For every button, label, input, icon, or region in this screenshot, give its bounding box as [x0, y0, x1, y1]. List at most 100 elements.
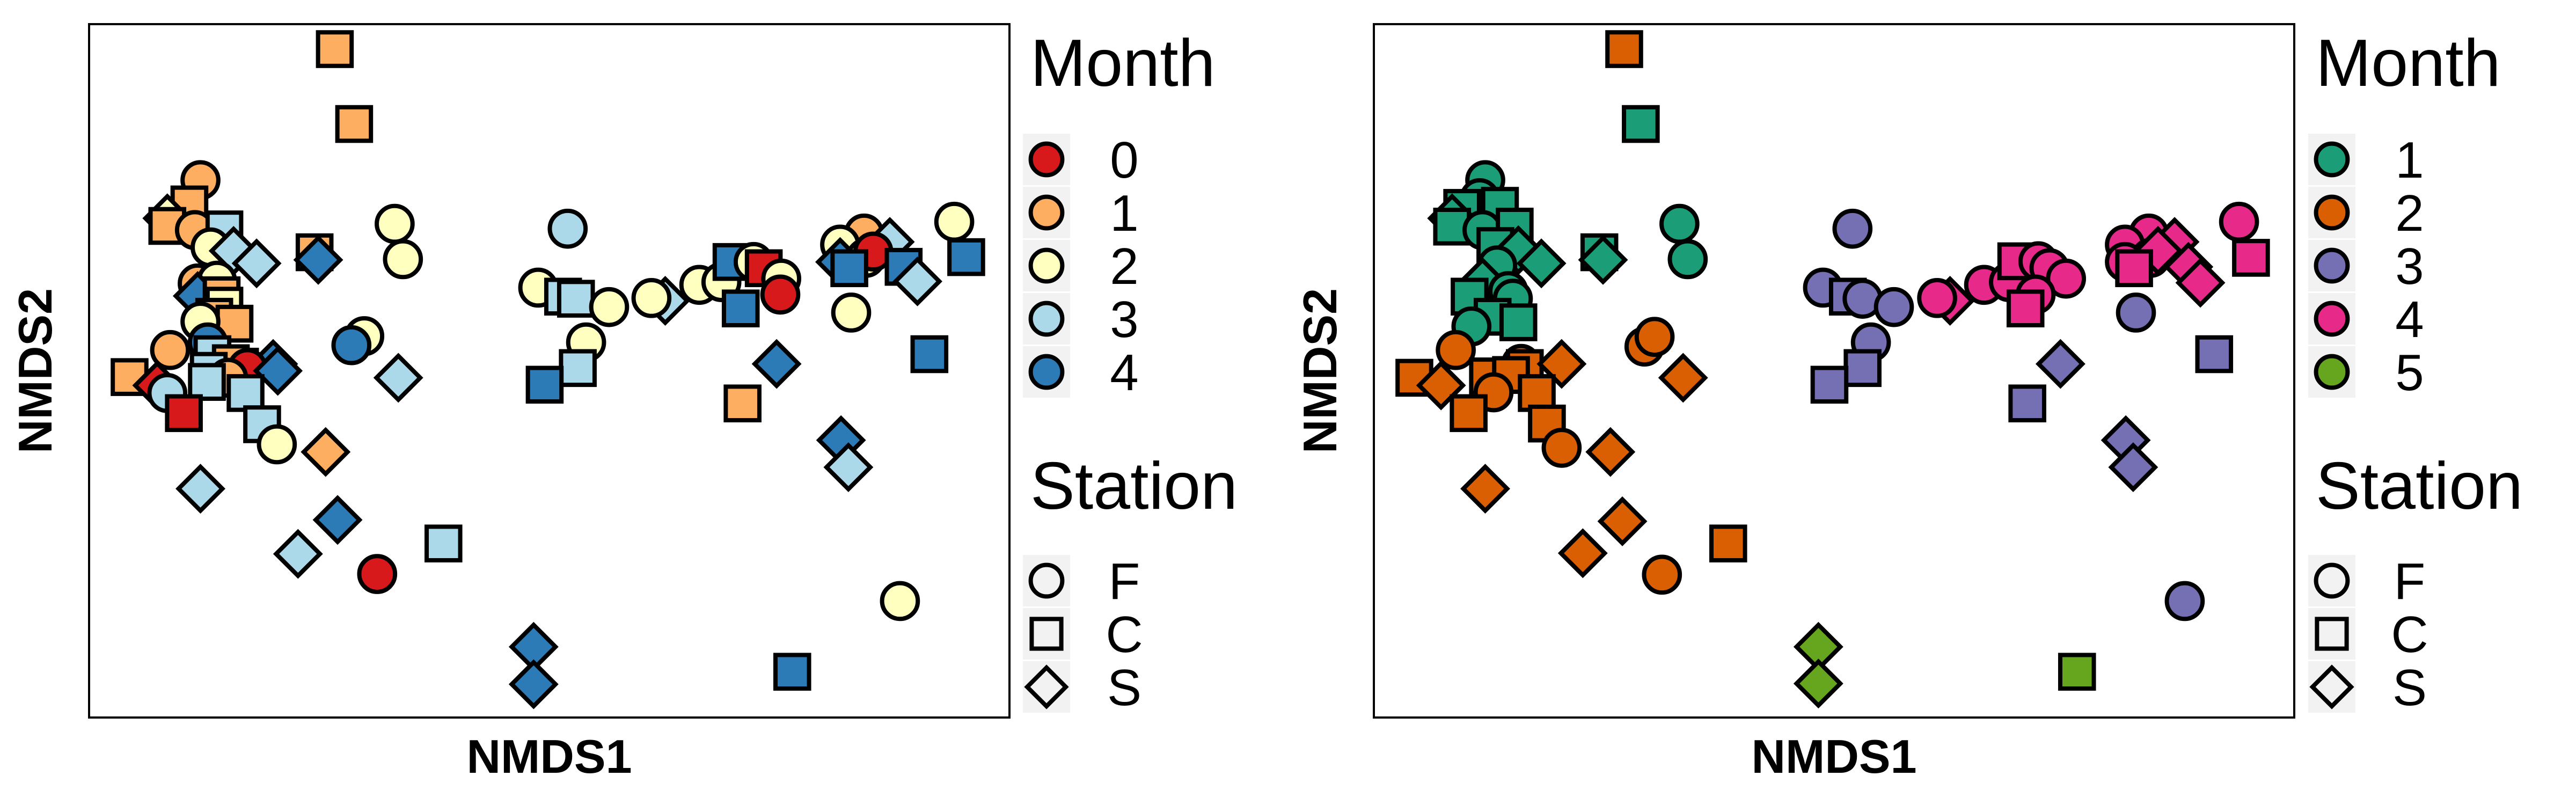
data-point-month-4-station-S	[751, 339, 802, 389]
legend-key-station-S	[2309, 664, 2354, 709]
data-point-month-4-station-F	[2219, 201, 2259, 242]
plot-frame	[88, 23, 1011, 719]
legend-key-station-S	[1024, 664, 1069, 709]
legend	[2308, 134, 2355, 713]
data-point-month-1-station-F	[1667, 239, 1708, 280]
data-point-month-3-station-S	[892, 256, 942, 306]
data-point-month-3-station-S	[231, 238, 282, 289]
legend-key-month-0	[1028, 141, 1065, 178]
legend-key-month-2	[1028, 247, 1065, 284]
legend-key-month-1	[2314, 141, 2350, 178]
data-point-month-4-station-C	[525, 365, 564, 404]
legend-key-month-3	[2314, 247, 2350, 284]
data-point-month-1-station-C	[1622, 105, 1660, 143]
data-point-month-2-station-S	[1416, 360, 1466, 411]
data-point-month-3-station-S	[175, 464, 225, 514]
data-point-month-2-station-F	[1436, 330, 1476, 370]
data-point-month-3-station-C	[188, 363, 226, 401]
data-point-month-3-station-S	[823, 442, 874, 493]
data-point-month-1-station-C	[335, 105, 374, 143]
legend-label-station: F	[1109, 553, 1140, 610]
legend-key-month-1	[1028, 194, 1065, 231]
data-point-month-2-station-S	[1460, 464, 1510, 514]
legend-label-month: 3	[1110, 291, 1138, 348]
data-point-month-1-station-F	[1659, 203, 1700, 244]
data-point-month-4-station-F	[2046, 258, 2086, 299]
y-axis-title: NMDS2	[9, 288, 62, 453]
data-point-month-1-station-C	[723, 384, 762, 423]
data-point-month-2-station-S	[1585, 427, 1636, 477]
legend-label-month: 1	[1110, 185, 1138, 242]
data-point-month-3-station-F	[547, 208, 588, 249]
data-point-month-0-station-C	[165, 394, 203, 433]
data-point-month-5-station-S	[1793, 658, 1843, 709]
data-point-month-3-station-C	[2008, 384, 2046, 423]
data-point-month-4-station-S	[2175, 258, 2226, 308]
data-point-month-3-station-C	[226, 374, 265, 412]
data-point-month-2-station-F	[1541, 428, 1582, 468]
legend-label-month: 2	[1110, 238, 1138, 295]
data-point-month-2-station-C	[1709, 524, 1747, 562]
legend-label-month: 2	[2395, 185, 2424, 242]
data-point-month-3-station-C	[1843, 349, 1882, 387]
data-point-month-3-station-F	[1874, 287, 1914, 327]
legend-key-month-4	[1028, 354, 1065, 390]
data-point-month-3-station-C	[1810, 365, 1849, 404]
legend-label-month: 1	[2395, 131, 2424, 189]
data-point-month-2-station-S	[1597, 496, 1648, 546]
data-point-month-0-station-F	[760, 274, 801, 315]
data-point-month-4-station-S	[508, 659, 559, 709]
scatter-panel-1	[88, 23, 1070, 719]
data-point-month-3-station-S	[2108, 442, 2158, 493]
data-point-month-2-station-C	[1605, 30, 1643, 68]
data-point-month-2-station-S	[1536, 339, 1587, 389]
legend-key-station-F	[1028, 562, 1065, 599]
data-point-month-2-station-S	[1658, 353, 1708, 403]
data-point-month-4-station-C	[2006, 289, 2045, 328]
legend-label-month: 5	[2395, 344, 2424, 401]
data-point-month-4-station-C	[2232, 239, 2270, 277]
legend-label-month: 4	[2395, 291, 2424, 348]
data-point-month-3-station-F	[1832, 208, 1873, 249]
data-point-month-4-station-C	[830, 249, 868, 288]
legend-label-station: C	[1106, 606, 1143, 663]
y-axis-title: NMDS2	[1293, 288, 1346, 453]
data-point-month-3-station-C	[557, 280, 595, 318]
data-point-month-0-station-F	[357, 554, 398, 594]
data-point-month-2-station-F	[257, 424, 297, 465]
legend-key-station-C	[2315, 617, 2349, 651]
data-point-month-2-station-F	[1634, 317, 1675, 357]
data-point-month-4-station-C	[2115, 249, 2153, 288]
data-point-month-3-station-C	[559, 349, 597, 387]
data-point-month-1-station-S	[301, 427, 351, 477]
data-point-month-1-station-C	[316, 30, 354, 68]
data-point-month-3-station-C	[2195, 335, 2234, 374]
data-point-month-4-station-C	[910, 335, 949, 374]
scatter-panel-2	[1373, 23, 2355, 719]
data-points	[1395, 30, 2270, 709]
legend-label-month: 3	[2395, 238, 2424, 295]
data-point-month-3-station-C	[424, 524, 463, 562]
data-point-month-4-station-F	[1917, 278, 1957, 318]
legend-label-station: F	[2394, 553, 2426, 610]
data-point-month-2-station-S	[1557, 528, 1608, 579]
data-point-month-2-station-F	[589, 287, 630, 327]
data-point-month-2-station-F	[880, 581, 920, 621]
data-point-month-4-station-F	[331, 325, 372, 365]
x-axis-title: NMDS1	[1751, 730, 1916, 783]
data-point-month-1-station-S	[1578, 235, 1628, 285]
data-point-month-2-station-F	[934, 201, 975, 242]
x-axis-title: NMDS1	[466, 730, 632, 783]
legend-key-month-4	[2314, 301, 2350, 337]
legend-label-month: 4	[1110, 344, 1138, 401]
legend-key-month-2	[2314, 194, 2350, 231]
data-point-month-3-station-F	[2116, 292, 2156, 333]
data-point-month-3-station-S	[273, 529, 323, 579]
data-point-month-2-station-C	[1450, 394, 1488, 433]
legend-title-month: Month	[1030, 26, 1216, 100]
data-point-month-4-station-S	[293, 235, 343, 285]
data-point-month-1-station-S	[1516, 238, 1567, 289]
data-point-month-4-station-S	[312, 495, 363, 545]
plot-frame	[1373, 23, 2295, 719]
legend-label-month: 0	[1110, 131, 1138, 189]
